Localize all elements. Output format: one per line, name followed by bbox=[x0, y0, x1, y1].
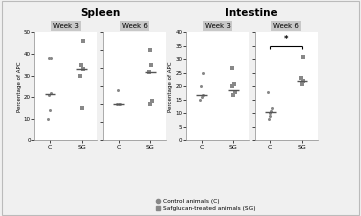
Text: *: * bbox=[284, 35, 288, 44]
Y-axis label: Percentage of APC: Percentage of APC bbox=[168, 61, 173, 112]
Text: Week 3: Week 3 bbox=[53, 23, 79, 29]
Text: Week 6: Week 6 bbox=[122, 23, 147, 29]
Text: Week 3: Week 3 bbox=[205, 23, 230, 29]
Legend: Control animals (C), Safglucan-treated animals (SG): Control animals (C), Safglucan-treated a… bbox=[156, 199, 256, 211]
Text: Spleen: Spleen bbox=[80, 8, 120, 18]
Text: Week 6: Week 6 bbox=[273, 23, 299, 29]
Y-axis label: Percentage of APC: Percentage of APC bbox=[17, 61, 22, 112]
Text: Intestine: Intestine bbox=[226, 8, 278, 18]
